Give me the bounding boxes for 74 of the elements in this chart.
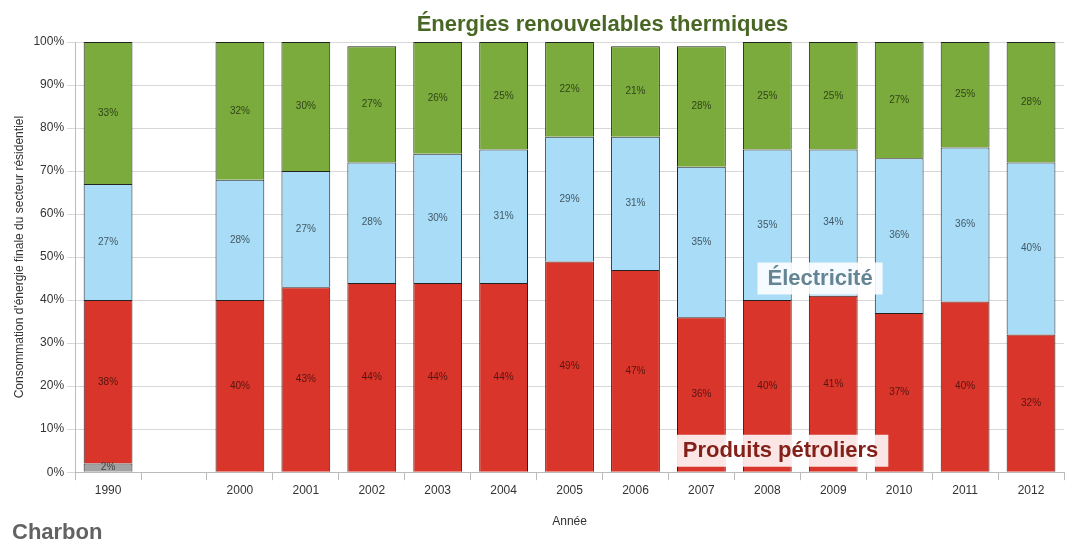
y-tick-label: 100% xyxy=(33,34,65,49)
x-tick-label: 2003 xyxy=(424,482,452,497)
x-axis-title: Année xyxy=(552,514,588,529)
data-label: 33% xyxy=(98,106,119,118)
data-label: 36% xyxy=(691,388,712,400)
data-label: 40% xyxy=(229,379,251,391)
data-label: 31% xyxy=(625,197,646,209)
data-label: 49% xyxy=(559,360,580,372)
y-tick-label: 0% xyxy=(46,464,65,479)
data-label: 27% xyxy=(98,235,119,247)
data-label: 28% xyxy=(229,233,251,245)
data-label: 32% xyxy=(1021,396,1042,408)
x-tick-label: 1990 xyxy=(94,482,122,497)
x-tick-label: 2008 xyxy=(753,482,781,497)
x-tick-label: 2004 xyxy=(490,482,518,497)
data-label: 41% xyxy=(823,377,844,389)
data-label: 31% xyxy=(493,209,514,221)
data-label: 44% xyxy=(361,371,382,383)
data-label: 28% xyxy=(1021,95,1042,107)
data-label: 28% xyxy=(361,216,382,228)
data-label: 25% xyxy=(955,88,976,100)
x-tick-label: 2010 xyxy=(885,482,913,497)
y-tick-label: 70% xyxy=(40,163,65,178)
data-label: 40% xyxy=(955,380,976,392)
y-tick-label: 20% xyxy=(40,378,65,393)
x-tick-label: 2001 xyxy=(292,482,320,497)
data-label: 34% xyxy=(823,216,844,228)
text: Charbon xyxy=(12,519,103,545)
y-tick-label: 50% xyxy=(40,249,65,264)
data-label: 32% xyxy=(229,104,251,116)
series-label: Électricité xyxy=(767,264,873,290)
data-label: 43% xyxy=(295,373,316,385)
data-label: 28% xyxy=(691,100,712,112)
data-label: 44% xyxy=(427,371,448,383)
y-tick-label: 60% xyxy=(40,206,65,221)
series-label: Énergies renouvelables thermiques xyxy=(416,11,789,37)
x-tick-label: 2002 xyxy=(358,482,386,497)
data-label: 27% xyxy=(295,222,316,234)
data-label: 21% xyxy=(625,85,646,97)
y-tick-label: 40% xyxy=(40,292,65,307)
series-label: Produits pétroliers xyxy=(682,436,879,462)
data-label: 22% xyxy=(559,83,580,95)
data-label: 38% xyxy=(98,375,119,387)
data-label: 25% xyxy=(757,89,778,101)
y-tick-label: 30% xyxy=(40,335,65,350)
data-label: 27% xyxy=(889,93,910,105)
x-tick-label: 2000 xyxy=(226,482,254,497)
data-label: 35% xyxy=(757,218,778,230)
y-tick-label: 10% xyxy=(40,421,65,436)
data-label: 36% xyxy=(955,218,976,230)
data-label: 47% xyxy=(625,364,646,376)
y-tick-label: 80% xyxy=(40,120,65,135)
y-axis-title: Consommation d'énergie finale du secteur résidentiel xyxy=(11,115,26,399)
x-tick-label: 2007 xyxy=(688,482,716,497)
data-label: 36% xyxy=(889,229,910,241)
x-tick-label: 2006 xyxy=(622,482,650,497)
data-label: 25% xyxy=(823,89,844,101)
data-label: 27% xyxy=(361,98,382,110)
data-label: 25% xyxy=(493,89,514,101)
data-label: 30% xyxy=(427,212,448,224)
x-tick-label: 2012 xyxy=(1017,482,1045,497)
data-label: 2% xyxy=(100,461,116,473)
data-label: 40% xyxy=(757,379,778,391)
y-tick-label: 90% xyxy=(40,77,65,92)
data-label: 30% xyxy=(295,100,316,112)
x-tick-label: 2011 xyxy=(952,482,979,497)
data-label: 37% xyxy=(889,386,910,398)
data-label: 44% xyxy=(493,371,514,383)
data-label: 35% xyxy=(691,235,712,247)
x-tick-label: 2009 xyxy=(819,482,847,497)
data-label: 40% xyxy=(1021,242,1042,254)
x-tick-label: 2005 xyxy=(556,482,584,497)
data-label: 29% xyxy=(559,192,580,204)
data-label: 26% xyxy=(427,91,448,103)
